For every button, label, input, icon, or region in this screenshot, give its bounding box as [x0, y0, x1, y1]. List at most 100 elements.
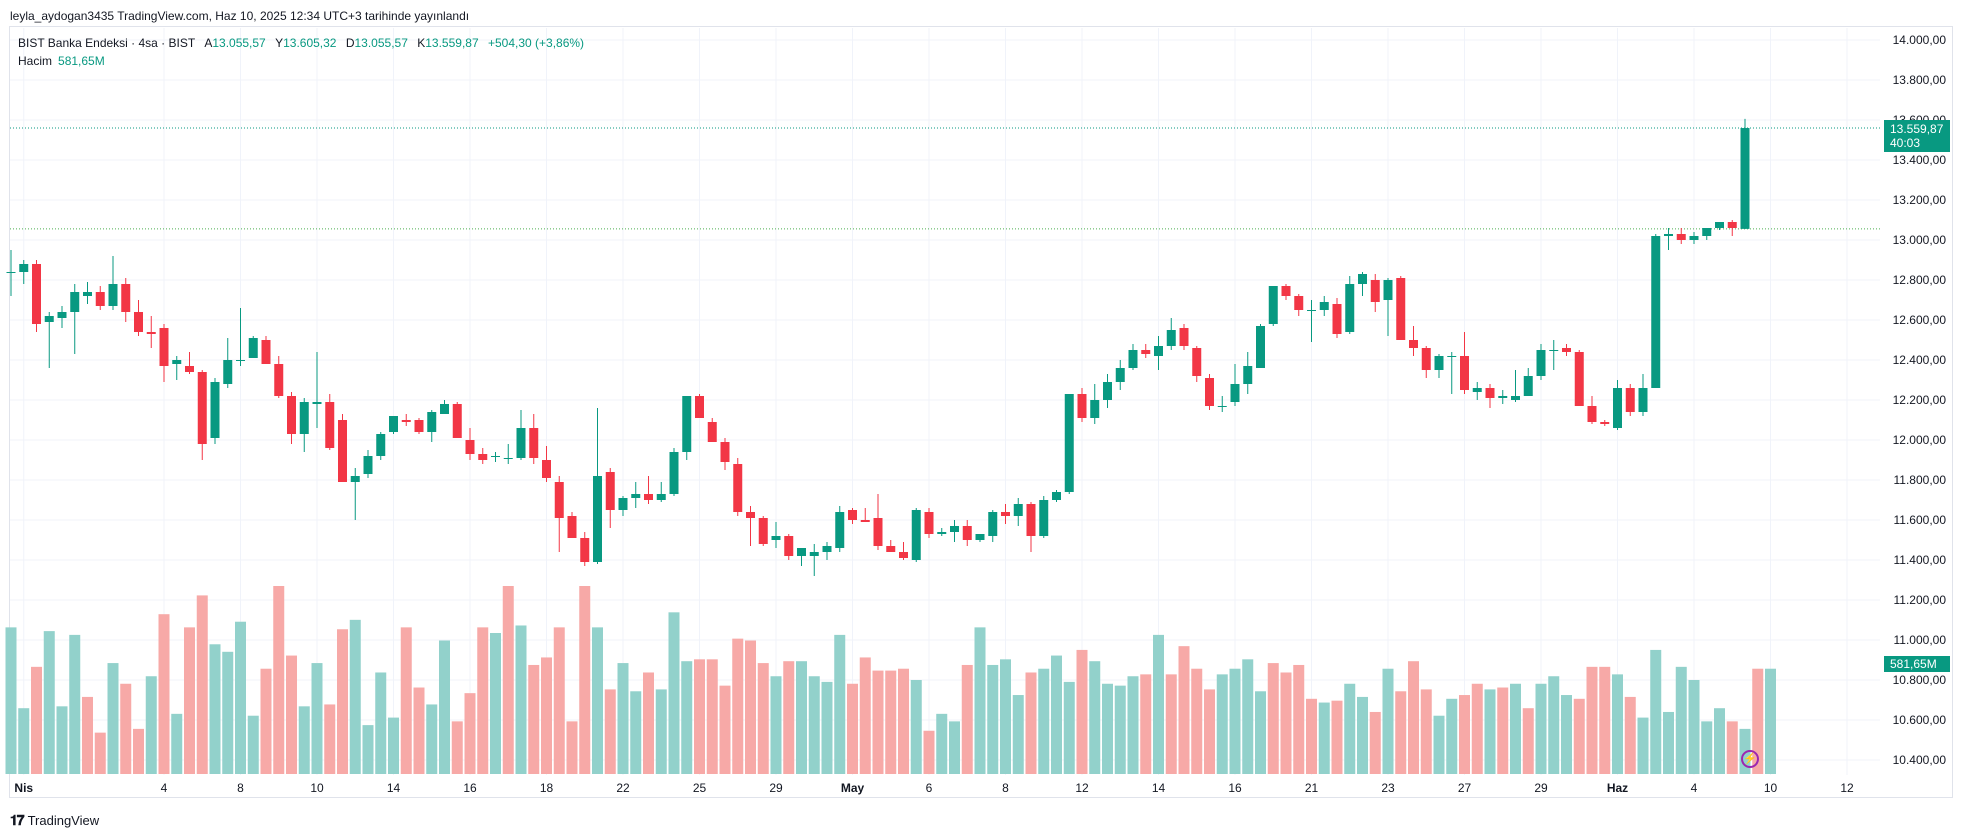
candle-body [1715, 222, 1724, 228]
candle-body [32, 264, 41, 324]
x-tick-label: 10 [1764, 781, 1778, 795]
x-tick-label: 21 [1305, 781, 1319, 795]
candle-body [707, 422, 717, 442]
candle-body [605, 472, 615, 510]
candle-body [580, 538, 590, 562]
candle-body [618, 498, 628, 510]
candle-body [822, 546, 832, 552]
volume-bar [1688, 680, 1700, 774]
flash-icon[interactable]: ⚡ [1741, 750, 1759, 768]
volume-bar [579, 586, 591, 774]
candle-body [1064, 394, 1074, 492]
volume-bar [1459, 695, 1470, 774]
candle-body [1358, 274, 1367, 284]
candle-body [1281, 286, 1291, 296]
candle-body [274, 364, 284, 396]
candle-body [465, 440, 475, 454]
volume-bar [1102, 683, 1113, 774]
x-tick-label: 12 [1840, 781, 1854, 795]
candle-body [529, 428, 539, 458]
volume-bar [1293, 664, 1305, 774]
volume-bar [910, 680, 922, 774]
candle-body [1409, 340, 1418, 348]
candle-body [363, 456, 373, 474]
candle-body [1549, 350, 1559, 351]
volume-bar [1382, 668, 1394, 774]
candle-body [350, 476, 360, 482]
high-label: Y [275, 36, 284, 50]
volume-bar [1153, 634, 1164, 774]
volume-bar [1637, 717, 1649, 774]
volume-bar [490, 633, 501, 774]
candle-body [1421, 348, 1431, 370]
x-tick-label: May [841, 781, 865, 795]
candle-body [937, 532, 947, 534]
volume-bar [1178, 646, 1190, 774]
volume-label[interactable]: Hacim [18, 54, 53, 68]
candle-body [223, 360, 233, 384]
volume-bar [5, 627, 17, 774]
candle-body [1217, 406, 1227, 407]
y-tick-label: 12.000,00 [1893, 433, 1947, 447]
volume-bar [107, 663, 119, 774]
x-tick-label: 22 [616, 781, 630, 795]
candle-body [338, 420, 347, 482]
volume-bar [1012, 695, 1024, 774]
volume-bar [655, 689, 667, 774]
candle-body [1740, 128, 1750, 229]
candle-body [1396, 278, 1406, 340]
volume-bar [1357, 696, 1368, 774]
candle-body [1013, 504, 1023, 516]
tradingview-logo-icon: 𝟏𝟕 [10, 812, 25, 828]
candle-body [746, 512, 755, 518]
candle-body [1587, 406, 1597, 422]
candle-body [1511, 396, 1520, 400]
candle-body [376, 434, 386, 456]
x-tick-label: 6 [926, 781, 933, 795]
x-tick-label: 14 [387, 781, 401, 795]
volume-bar [872, 670, 884, 774]
volume-bar [362, 725, 374, 774]
volume-bar [260, 668, 272, 774]
y-tick-label: 14.000,00 [1893, 33, 1947, 47]
x-tick-label: 4 [161, 781, 168, 795]
volume-bar [974, 627, 986, 774]
candle-body [848, 510, 857, 520]
volume-bar [694, 659, 705, 774]
volume-bar [400, 627, 412, 774]
candle-body [159, 328, 169, 366]
candle-body [924, 512, 934, 534]
chart-pane[interactable] [9, 26, 1953, 798]
volume-bar [643, 672, 654, 774]
candle-body [758, 518, 768, 544]
candle-body [1154, 346, 1163, 356]
candle-body [1230, 384, 1240, 402]
volume-bar [298, 706, 310, 774]
candle-body [873, 518, 883, 546]
volume-bar [1344, 683, 1356, 774]
volume-bar [375, 672, 387, 774]
x-tick-label: 10 [310, 781, 324, 795]
candle-body [1447, 356, 1457, 357]
volume-bar [1280, 672, 1292, 774]
candle-body [784, 536, 794, 556]
volume-bar [1331, 700, 1343, 774]
volume-bar [859, 657, 871, 774]
candle-body [988, 512, 998, 536]
candle-body [299, 402, 309, 434]
candle-body [1205, 378, 1214, 406]
legend-ohlc-row: BIST Banka Endeksi · 4sa · BIST A13.055,… [18, 34, 584, 52]
volume-bar [745, 640, 756, 774]
volume-bar [515, 625, 527, 774]
candle-body [121, 284, 131, 312]
volume-bar [502, 586, 514, 774]
candle-body [427, 412, 437, 432]
volume-bar [1573, 698, 1585, 774]
candle-body [1727, 222, 1737, 228]
low-label: D [345, 36, 355, 50]
volume-bar [592, 627, 603, 774]
candle-body [720, 442, 730, 462]
symbol-name[interactable]: BIST Banka Endeksi · 4sa · BIST [18, 36, 195, 50]
candle-body [261, 340, 271, 364]
